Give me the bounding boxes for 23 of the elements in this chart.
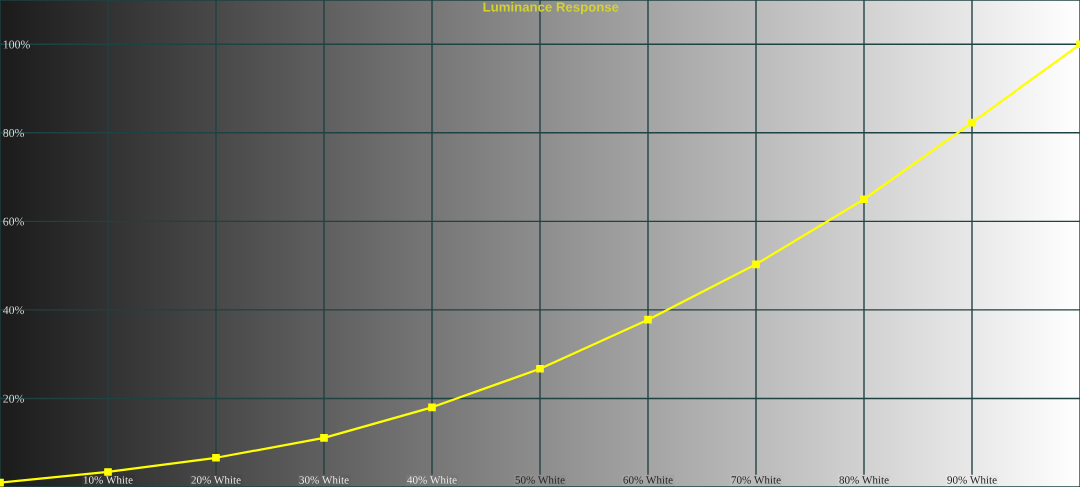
x-tick-label: 70% White — [731, 475, 781, 484]
y-tick-label: 100% — [3, 40, 30, 49]
y-tick-label: 20% — [3, 394, 25, 403]
point — [860, 195, 868, 204]
point — [536, 364, 544, 373]
point — [104, 468, 112, 476]
point — [212, 453, 220, 462]
x-tick-label: 60% White — [623, 475, 673, 484]
x-tick-label: 20% White — [191, 475, 241, 484]
point — [428, 403, 436, 412]
point — [752, 260, 760, 269]
point — [968, 118, 976, 127]
y-tick-label: 60% — [3, 217, 25, 226]
x-tick-label: 90% White — [947, 475, 997, 484]
x-tick-label: 40% White — [407, 475, 457, 484]
y-tick-label: 80% — [3, 129, 25, 138]
point — [644, 315, 652, 324]
x-tick-label: 80% White — [839, 475, 889, 484]
x-tick-label: 50% White — [515, 475, 565, 484]
point — [320, 434, 328, 442]
x-tick-label: 10% White — [83, 475, 133, 484]
y-tick-label: 40% — [3, 306, 25, 315]
x-tick-label: 30% White — [299, 475, 349, 484]
